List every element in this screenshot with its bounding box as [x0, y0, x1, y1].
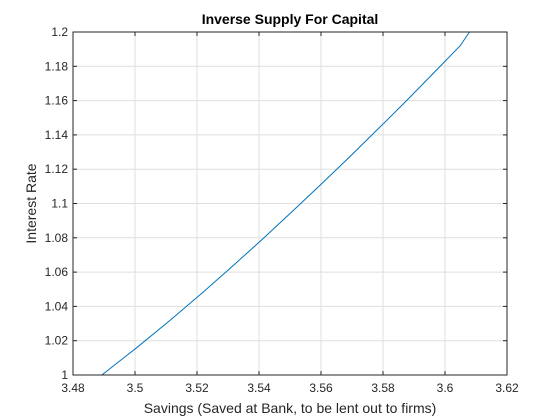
series-layer [101, 31, 470, 376]
y-tick-label: 1.06 [45, 265, 69, 279]
x-axis-label: Savings (Saved at Bank, to be lent out t… [144, 400, 437, 416]
y-tick-label: 1.02 [45, 334, 69, 348]
y-tick-label: 1.16 [45, 94, 69, 108]
y-tick-label: 1.08 [45, 231, 69, 245]
grid-lines [72, 31, 508, 376]
series-line [101, 31, 470, 376]
chart-title: Inverse Supply For Capital [202, 11, 379, 27]
y-tick-label: 1.1 [51, 197, 68, 211]
y-tick-label: 1.18 [45, 59, 69, 73]
x-tick-label: 3.6 [437, 381, 454, 395]
y-tick-label: 1 [61, 368, 68, 382]
ticks: 3.48 3.5 3.52 3.54 3.56 3.58 3.6 3.62 1 1.02 1.04 1… [45, 25, 519, 395]
x-tick-label: 3.58 [371, 381, 395, 395]
y-tick-label: 1.12 [45, 162, 69, 176]
x-tick-label: 3.56 [309, 381, 333, 395]
y-tick-label: 1.2 [51, 25, 68, 39]
y-axis-label: Interest Rate [23, 163, 39, 243]
x-tick-label: 3.54 [247, 381, 271, 395]
y-tick-label: 1.14 [45, 128, 69, 142]
x-tick-label: 3.52 [185, 381, 209, 395]
y-tick-label: 1.04 [45, 299, 69, 313]
x-tick-label: 3.5 [127, 381, 144, 395]
x-tick-label: 3.62 [495, 381, 519, 395]
x-tick-label: 3.48 [61, 381, 85, 395]
